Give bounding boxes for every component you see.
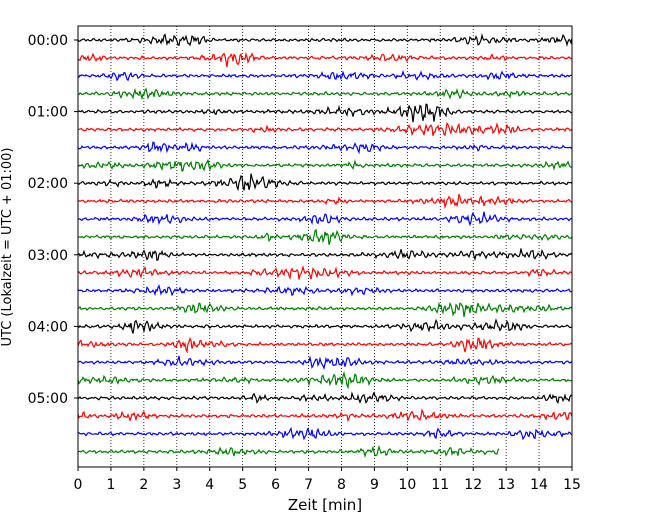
y-tick-label-2: 02:00 (28, 176, 68, 192)
trace-group (77, 33, 573, 459)
trace-01:00 (77, 103, 573, 123)
y-tick-label-1: 01:00 (28, 105, 68, 121)
trace-04:00 (77, 318, 573, 334)
x-tick-label-13: 13 (497, 477, 515, 493)
y-tick-label-5: 05:00 (28, 391, 68, 407)
trace-05:30 (77, 426, 573, 441)
trace-02:30 (77, 211, 573, 227)
trace-01:30 (77, 141, 573, 155)
y-axis-ticks: 00:00 01:00 02:00 03:00 04:00 05:00 (28, 33, 78, 407)
x-tick-label-6: 6 (271, 477, 280, 493)
y-tick-label-0: 00:00 (28, 33, 68, 49)
x-tick-label-1: 1 (106, 477, 115, 493)
trace-02:15 (77, 194, 573, 209)
x-tick-label-3: 3 (172, 477, 181, 493)
x-tick-label-14: 14 (530, 477, 548, 493)
trace-05:00 (77, 391, 573, 404)
trace-03:45 (77, 301, 573, 318)
trace-04:30 (77, 355, 573, 370)
trace-05:15 (77, 408, 573, 423)
trace-02:45 (77, 228, 573, 245)
x-tick-label-11: 11 (431, 477, 449, 493)
trace-05:45 (77, 444, 500, 459)
trace-01:45 (77, 159, 573, 172)
y-tick-label-4: 04:00 (28, 319, 68, 335)
trace-04:15 (77, 336, 573, 354)
x-tick-label-4: 4 (205, 477, 214, 493)
trace-00:15 (77, 51, 573, 68)
trace-02:00 (77, 173, 573, 192)
trace-01:15 (77, 121, 573, 137)
trace-00:00 (77, 33, 573, 48)
x-tick-label-8: 8 (337, 477, 346, 493)
x-tick-label-0: 0 (74, 477, 83, 493)
trace-00:45 (77, 87, 573, 101)
x-axis-ticks: 0 1 2 3 4 5 6 7 8 9 10 11 12 13 14 15 (74, 467, 581, 493)
x-axis-label: Zeit [min] (288, 496, 362, 514)
y-tick-label-3: 03:00 (28, 248, 68, 264)
x-tick-label-2: 2 (139, 477, 148, 493)
x-tick-label-9: 9 (370, 477, 379, 493)
x-tick-label-5: 5 (238, 477, 247, 493)
trace-03:15 (77, 265, 573, 281)
trace-03:30 (77, 284, 573, 297)
trace-00:30 (77, 69, 573, 82)
x-tick-label-7: 7 (304, 477, 313, 493)
trace-03:00 (77, 248, 573, 262)
x-tick-label-10: 10 (398, 477, 416, 493)
y-axis-label: UTC (Lokalzeit = UTC + 01:00) (0, 148, 15, 347)
trace-04:45 (77, 371, 573, 390)
x-tick-label-12: 12 (464, 477, 482, 493)
x-tick-label-15: 15 (563, 477, 581, 493)
plot-frame (77, 25, 573, 468)
